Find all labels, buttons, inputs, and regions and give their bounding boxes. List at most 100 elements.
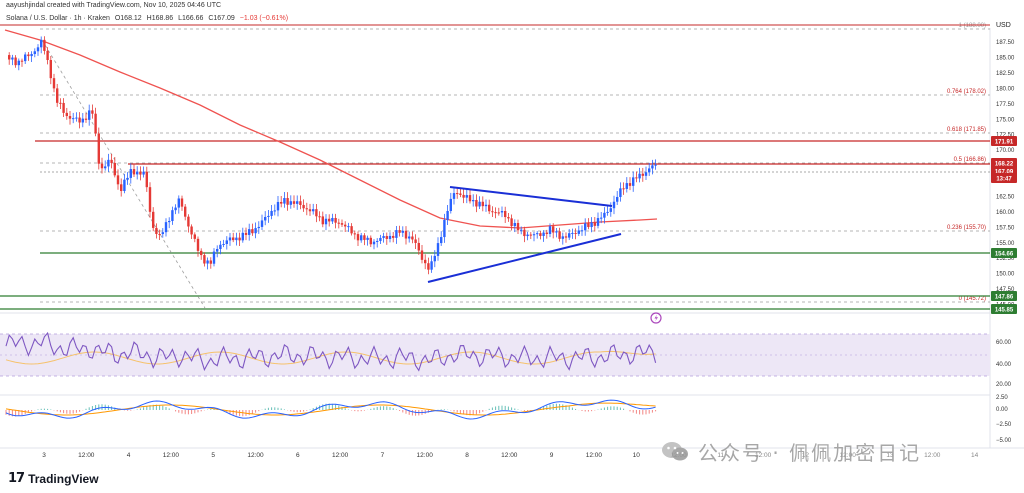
time-tick-label: 12:00 — [586, 452, 603, 459]
candle-body — [414, 239, 417, 243]
rsi-tick-label: 20.00 — [996, 382, 1012, 388]
candle-body — [62, 102, 65, 113]
candle-body — [209, 260, 212, 264]
lightning-alert-icon[interactable] — [650, 312, 662, 324]
candle-body — [520, 229, 523, 231]
candle-body — [20, 60, 24, 62]
time-tick-label: 12:00 — [501, 452, 518, 459]
candle-body — [353, 233, 356, 235]
candle-body — [465, 195, 468, 198]
candle-body — [59, 102, 62, 104]
ohlc-low: L166.66 — [178, 15, 204, 22]
candle-body — [139, 171, 142, 175]
candle-body — [88, 110, 91, 120]
time-axis[interactable]: 3 12:00 4 12:00 5 12:00 6 12:00 7 12:00 8 12:00 9 12:… — [42, 452, 978, 459]
tradingview-logo-mark: 17 — [8, 471, 25, 486]
candle-body — [491, 211, 494, 213]
fib-level-label: 1 (188.00) — [959, 23, 986, 29]
candle-body — [475, 199, 478, 207]
candle-body — [392, 235, 395, 238]
candle-body — [468, 195, 472, 202]
candle-body — [334, 217, 337, 223]
ohlc-open: O168.12 — [114, 15, 142, 22]
candle-body — [388, 235, 392, 239]
candle-body — [158, 233, 161, 235]
candle-body — [315, 209, 318, 217]
price-badge-label: 147.86 — [995, 295, 1014, 301]
candle-body — [379, 237, 382, 241]
candle-body — [504, 210, 507, 218]
candle-body — [452, 193, 456, 199]
candle-body — [484, 204, 488, 207]
candle-body — [228, 237, 232, 241]
candle-body — [196, 238, 200, 251]
rsi-line — [5, 331, 657, 372]
candle-body — [372, 241, 376, 245]
candle-body — [472, 199, 475, 202]
triangle-upper-trendline[interactable] — [449, 186, 613, 207]
time-tick-label: 7 — [381, 452, 385, 459]
candle-body — [235, 237, 238, 241]
candle-body — [590, 222, 593, 228]
candle-body — [513, 222, 516, 227]
candle-body — [347, 226, 350, 228]
candle-body — [225, 240, 228, 244]
fib-anchor-line — [41, 39, 206, 309]
wechat-icon — [662, 441, 688, 460]
candle-body — [238, 237, 241, 241]
candle-body — [488, 204, 491, 212]
candle-body — [270, 210, 273, 216]
time-tick-label: 6 — [296, 452, 300, 459]
price-badge — [991, 158, 1017, 168]
candle-body — [408, 236, 411, 239]
candle-body — [481, 201, 484, 207]
symbol-name[interactable]: Solana / U.S. Dollar · 1h · Kraken — [6, 15, 110, 22]
candle-body — [49, 60, 52, 79]
candle-body — [120, 184, 123, 192]
price-tick-label: 172.50 — [996, 133, 1015, 139]
candle-body — [376, 240, 379, 242]
candle-body — [248, 229, 251, 235]
price-tick-label: 185.00 — [996, 56, 1015, 62]
candle-body — [193, 234, 196, 239]
candle-body — [654, 164, 657, 166]
candle-body — [603, 212, 606, 218]
candle-body — [116, 175, 120, 185]
candle-body — [84, 118, 88, 120]
symbol-info: Solana / U.S. Dollar · 1h · Kraken O168.… — [6, 15, 291, 22]
rsi-signal-line — [5, 350, 656, 365]
candle-body — [155, 227, 158, 234]
candle-body — [363, 235, 366, 240]
candle-body — [132, 169, 136, 175]
candle-body — [17, 60, 20, 66]
candle-body — [449, 198, 452, 212]
candle-body — [78, 117, 81, 123]
candle-body — [625, 183, 628, 189]
candle-body — [251, 229, 254, 234]
candle-body — [200, 250, 203, 256]
candle-body — [148, 187, 152, 212]
candle-body — [548, 226, 552, 234]
candle-body — [440, 237, 443, 244]
candle-body — [536, 233, 539, 235]
candle-body — [635, 177, 638, 179]
candle-body — [436, 243, 440, 256]
ohlc-change: −1.03 (−0.61%) — [239, 15, 289, 22]
triangle-lower-trendline[interactable] — [427, 233, 622, 283]
tradingview-logo[interactable]: 17 TradingView — [8, 471, 99, 486]
horizontal-levels[interactable] — [0, 24, 990, 310]
candle-body — [110, 159, 113, 163]
candle-body — [398, 230, 401, 233]
candle-body — [593, 222, 596, 226]
candle-body — [216, 248, 219, 252]
candle-body — [366, 237, 369, 240]
candle-body — [30, 54, 33, 57]
candle-body — [299, 201, 302, 205]
price-badge — [991, 304, 1017, 314]
macd-line — [5, 399, 656, 420]
candle-body — [616, 197, 619, 202]
time-tick-label: 13 — [886, 452, 894, 459]
candle-body — [24, 54, 27, 62]
candle-body — [600, 217, 603, 219]
